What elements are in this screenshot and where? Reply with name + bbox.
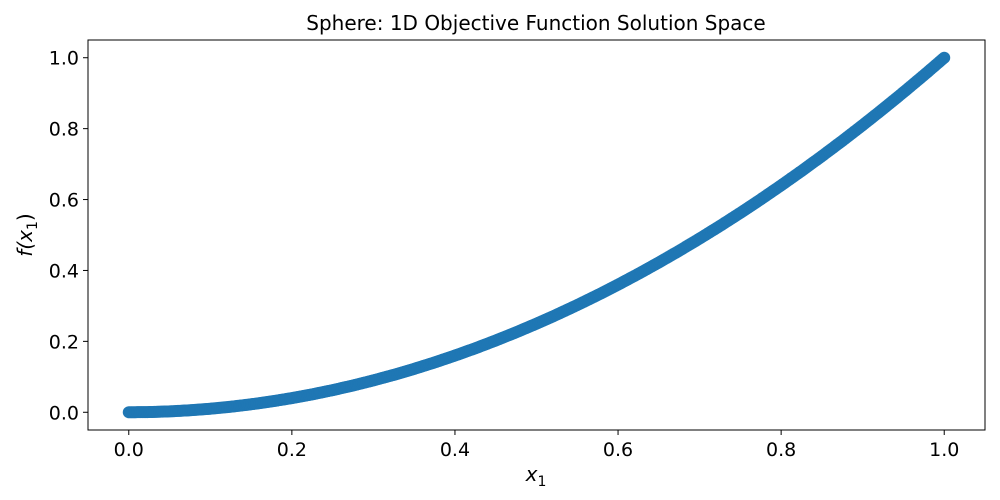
x-tick-label: 0.2: [277, 439, 307, 461]
chart-title: Sphere: 1D Objective Function Solution S…: [306, 11, 765, 35]
x-axis-label-base: x: [525, 462, 538, 486]
y-axis-label-post: ): [13, 213, 37, 221]
x-tick-label: 0.6: [603, 439, 633, 461]
y-axis-label: f(x1): [13, 213, 41, 256]
x-tick-label: 1.0: [929, 439, 959, 461]
y-tick-label: 0.6: [49, 190, 79, 212]
x-axis-label: x1: [525, 462, 547, 490]
x-axis-label-sub: 1: [537, 474, 546, 490]
y-axis-label-pre: f(: [13, 241, 37, 257]
x-tick-label: 0.8: [766, 439, 796, 461]
y-tick-label: 0.4: [49, 260, 79, 282]
y-tick-label: 0.2: [49, 331, 79, 353]
y-axis-label-base: x: [13, 230, 37, 243]
plot-frame: [87, 39, 986, 431]
y-axis-label-sub: 1: [25, 221, 41, 230]
y-axis-ticks: 0.0 0.2 0.4 0.6 0.8 1.0: [49, 48, 88, 424]
x-tick-label: 0.4: [440, 439, 470, 461]
scatter-points: [122, 51, 951, 419]
plot-area: [87, 39, 986, 431]
y-tick-label: 0.8: [49, 119, 79, 141]
y-tick-label: 0.0: [49, 402, 79, 424]
y-tick-label: 1.0: [49, 48, 79, 70]
scatter-point: [938, 51, 951, 64]
x-axis-ticks: 0.0 0.2 0.4 0.6 0.8 1.0: [114, 430, 959, 461]
x-tick-label: 0.0: [114, 439, 144, 461]
